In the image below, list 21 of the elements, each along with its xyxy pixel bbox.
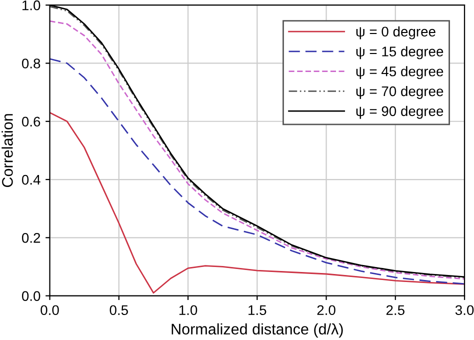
x-axis-title: Normalized distance (d/λ) [172, 323, 343, 338]
y-tick-label: 0.4 [22, 174, 40, 185]
x-tick-label: 1.0 [179, 305, 198, 316]
y-tick-label: 0.2 [22, 232, 40, 243]
x-tick-label: 3.0 [455, 305, 474, 316]
legend-label: ψ = 0 degree [356, 26, 436, 40]
y-axis-title: Correlation [2, 114, 13, 188]
y-tick-label: 0.6 [22, 116, 40, 127]
y-tick-label: 0.0 [22, 291, 40, 301]
line-series [50, 58, 465, 285]
x-tick-label: 0.0 [40, 305, 59, 316]
x-tick-label: 1.5 [248, 305, 266, 316]
legend-label: ψ = 45 degree [356, 66, 444, 80]
x-tick-label: 0.5 [110, 305, 128, 316]
legend-label: ψ = 90 degree [356, 106, 444, 119]
y-tick-label: 1.0 [22, 0, 40, 10]
x-tick-label: 2.0 [317, 305, 336, 316]
y-tick-label: 0.8 [22, 58, 40, 68]
legend-label: ψ = 70 degree [356, 86, 444, 99]
x-tick-label: 2.5 [386, 305, 404, 316]
legend-label: ψ = 15 degree [356, 46, 444, 60]
